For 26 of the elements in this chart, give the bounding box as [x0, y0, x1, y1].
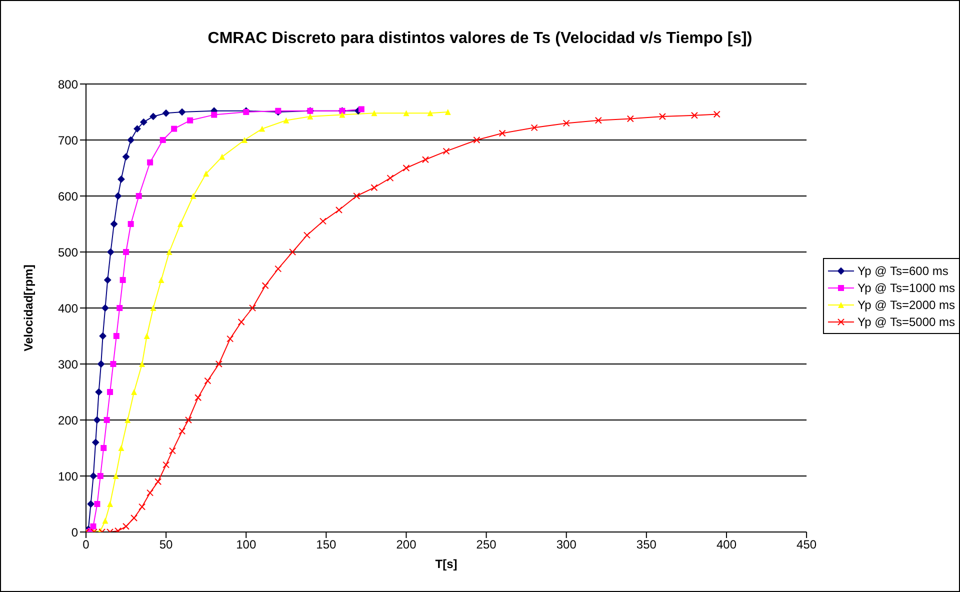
x-tick-label: 150: [316, 538, 337, 552]
y-tick-label: 0: [71, 525, 78, 540]
y-tick-label: 700: [58, 133, 78, 148]
legend-label: Yp @ Ts=2000 ms: [858, 298, 955, 312]
legend-label: Yp @ Ts=5000 ms: [858, 314, 955, 328]
x-tick-label: 250: [476, 538, 497, 552]
y-tick-label: 400: [58, 301, 78, 316]
y-tick-label: 800: [58, 77, 78, 92]
x-tick-label: 0: [82, 538, 90, 552]
chart-title: CMRAC Discreto para distintos valores de Ts (Velocidad v/s Tiempo [s]): [206, 30, 754, 48]
x-tick-label: 350: [636, 538, 657, 552]
x-axis-title: T[s]: [435, 557, 458, 571]
x-tick-label: 300: [556, 538, 577, 552]
y-axis-title: Velocidad[rpm]: [21, 264, 36, 352]
y-tick-label: 300: [58, 357, 78, 372]
x-tick-label: 50: [159, 538, 174, 552]
y-tick-label: 200: [58, 413, 78, 428]
y-tick-label: 500: [58, 245, 78, 260]
y-tick-label: 600: [58, 189, 78, 204]
x-tick-label: 450: [796, 538, 817, 552]
x-tick-label: 100: [236, 538, 256, 552]
legend-label: Yp @ Ts=600 ms: [858, 264, 948, 278]
legend-label: Yp @ Ts=1000 ms: [858, 280, 955, 294]
x-tick-label: 200: [396, 538, 417, 552]
y-tick-label: 100: [58, 469, 78, 484]
x-tick-label: 400: [716, 538, 737, 552]
